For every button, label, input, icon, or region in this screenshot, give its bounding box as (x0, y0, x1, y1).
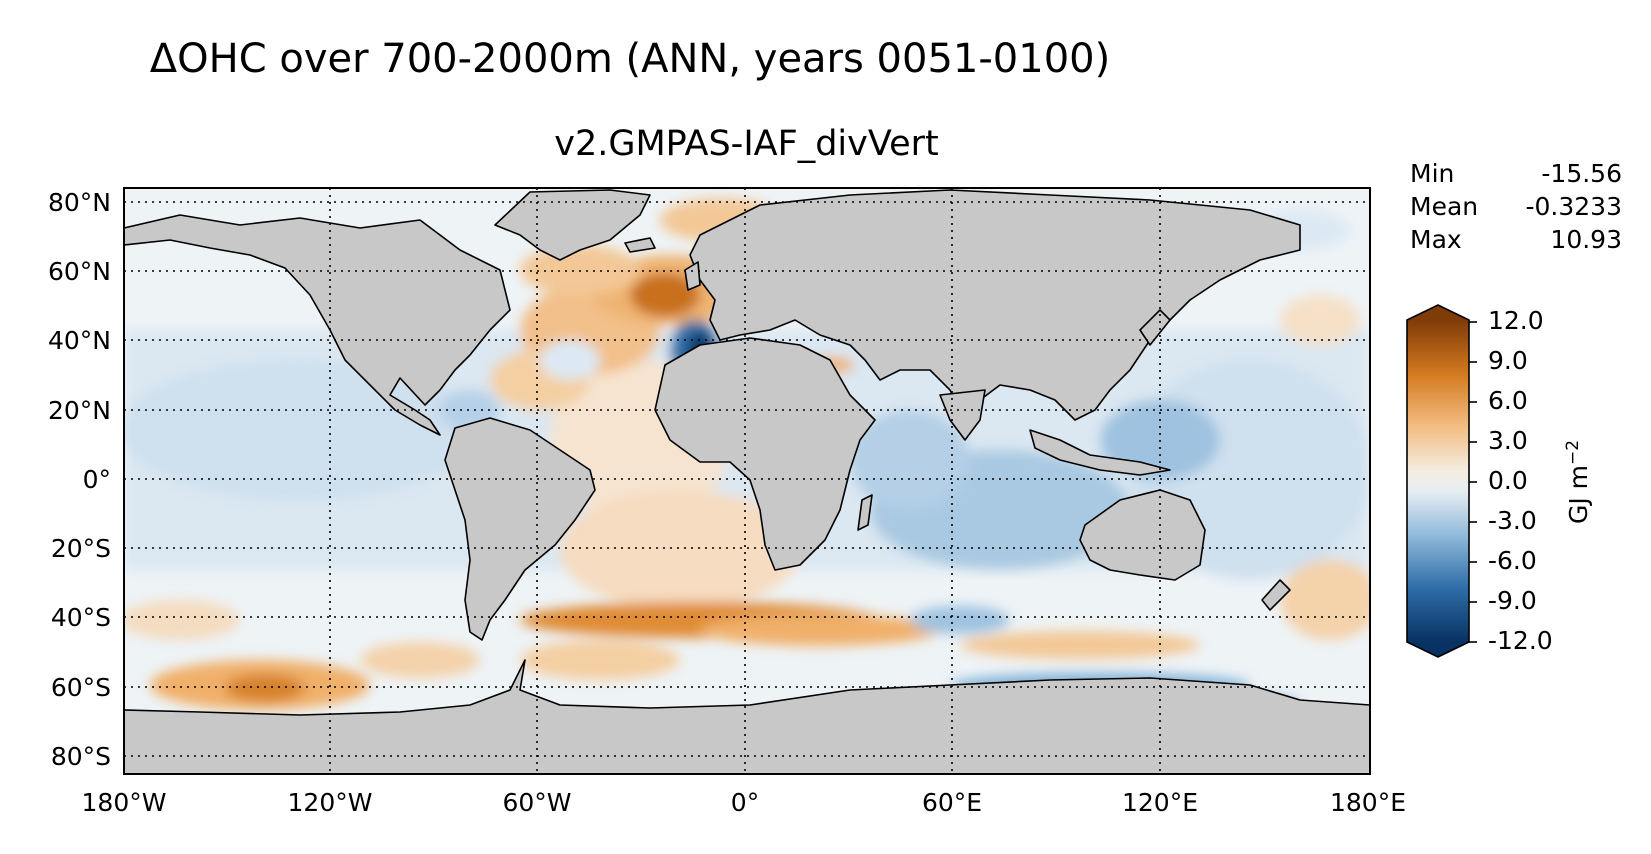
panel-subtitle: v2.GMPAS-IAF_divVert (554, 124, 939, 164)
colorbar (1406, 304, 1477, 658)
lon-tick-label: 0° (730, 788, 760, 817)
figure-title: ΔOHC over 700-2000m (ANN, years 0051-010… (149, 36, 1111, 82)
stats-panel: Min -15.56 Mean -0.3233 Max 10.93 (1410, 157, 1622, 256)
colorbar-extend-min (1407, 642, 1469, 657)
lat-tick-label: 20°S (50, 534, 111, 563)
australia (1079, 489, 1206, 581)
gridlines (124, 188, 1370, 774)
africa (654, 337, 876, 571)
eurasia (689, 189, 1301, 421)
south-america (444, 417, 596, 641)
greenland (494, 189, 651, 261)
lon-tick-label: 60°W (502, 788, 572, 817)
antarctica (124, 659, 1370, 774)
map-panel (124, 188, 1370, 774)
lon-tick-label: 180°E (1329, 788, 1407, 817)
stat-value: -0.3233 (1525, 192, 1623, 221)
madagascar (857, 494, 873, 531)
india (939, 389, 986, 441)
colorbar-tick-label: -3.0 (1488, 506, 1537, 535)
units-text: GJ m (1564, 465, 1594, 525)
map-frame (123, 187, 1371, 775)
lat-tick-label: 40°N (47, 326, 111, 355)
lon-tick-label: 120°W (287, 788, 373, 817)
lat-tick-label: 80°N (47, 188, 111, 217)
stat-label: Max (1410, 225, 1462, 254)
stat-min: Min -15.56 (1410, 157, 1622, 190)
colorbar-tick-label: 0.0 (1488, 466, 1528, 495)
lon-tick-label: 120°E (1121, 788, 1199, 817)
colorbar-tick-label: -9.0 (1488, 586, 1537, 615)
stat-value: 10.93 (1550, 225, 1622, 254)
colorbar-extend-max (1407, 305, 1469, 320)
lat-tick-label: 80°S (50, 742, 111, 771)
colorbar-tick-label: 12.0 (1488, 306, 1544, 335)
lon-tick-label: 60°E (921, 788, 983, 817)
colorbar-tick-label: 3.0 (1488, 426, 1528, 455)
stat-max: Max 10.93 (1410, 223, 1622, 256)
iceland (624, 237, 656, 253)
stat-label: Mean (1410, 192, 1479, 221)
indonesia (1029, 429, 1171, 476)
land-masses (124, 189, 1370, 774)
north-america (124, 214, 511, 436)
colorbar-units-label: GJ m−2 (1563, 440, 1593, 524)
colorbar-tick-label: 9.0 (1488, 346, 1528, 375)
lon-tick-label: 180°W (81, 788, 167, 817)
stat-label: Min (1410, 159, 1455, 188)
stat-mean: Mean -0.3233 (1410, 190, 1622, 223)
lat-tick-label: 60°S (50, 673, 111, 702)
lat-tick-label: 0° (82, 465, 111, 494)
new-zealand (1261, 579, 1291, 611)
stat-value: -15.56 (1541, 159, 1622, 188)
units-exponent: −2 (1562, 439, 1583, 466)
colorbar-tick-label: -12.0 (1488, 626, 1553, 655)
british-isles (684, 261, 701, 291)
colorbar-ticks (1469, 321, 1477, 643)
colorbar-tick-label: 6.0 (1488, 386, 1528, 415)
lat-tick-label: 40°S (50, 603, 111, 632)
colorbar-tick-label: -6.0 (1488, 546, 1537, 575)
lat-tick-label: 20°N (47, 396, 111, 425)
lat-tick-label: 60°N (47, 257, 111, 286)
